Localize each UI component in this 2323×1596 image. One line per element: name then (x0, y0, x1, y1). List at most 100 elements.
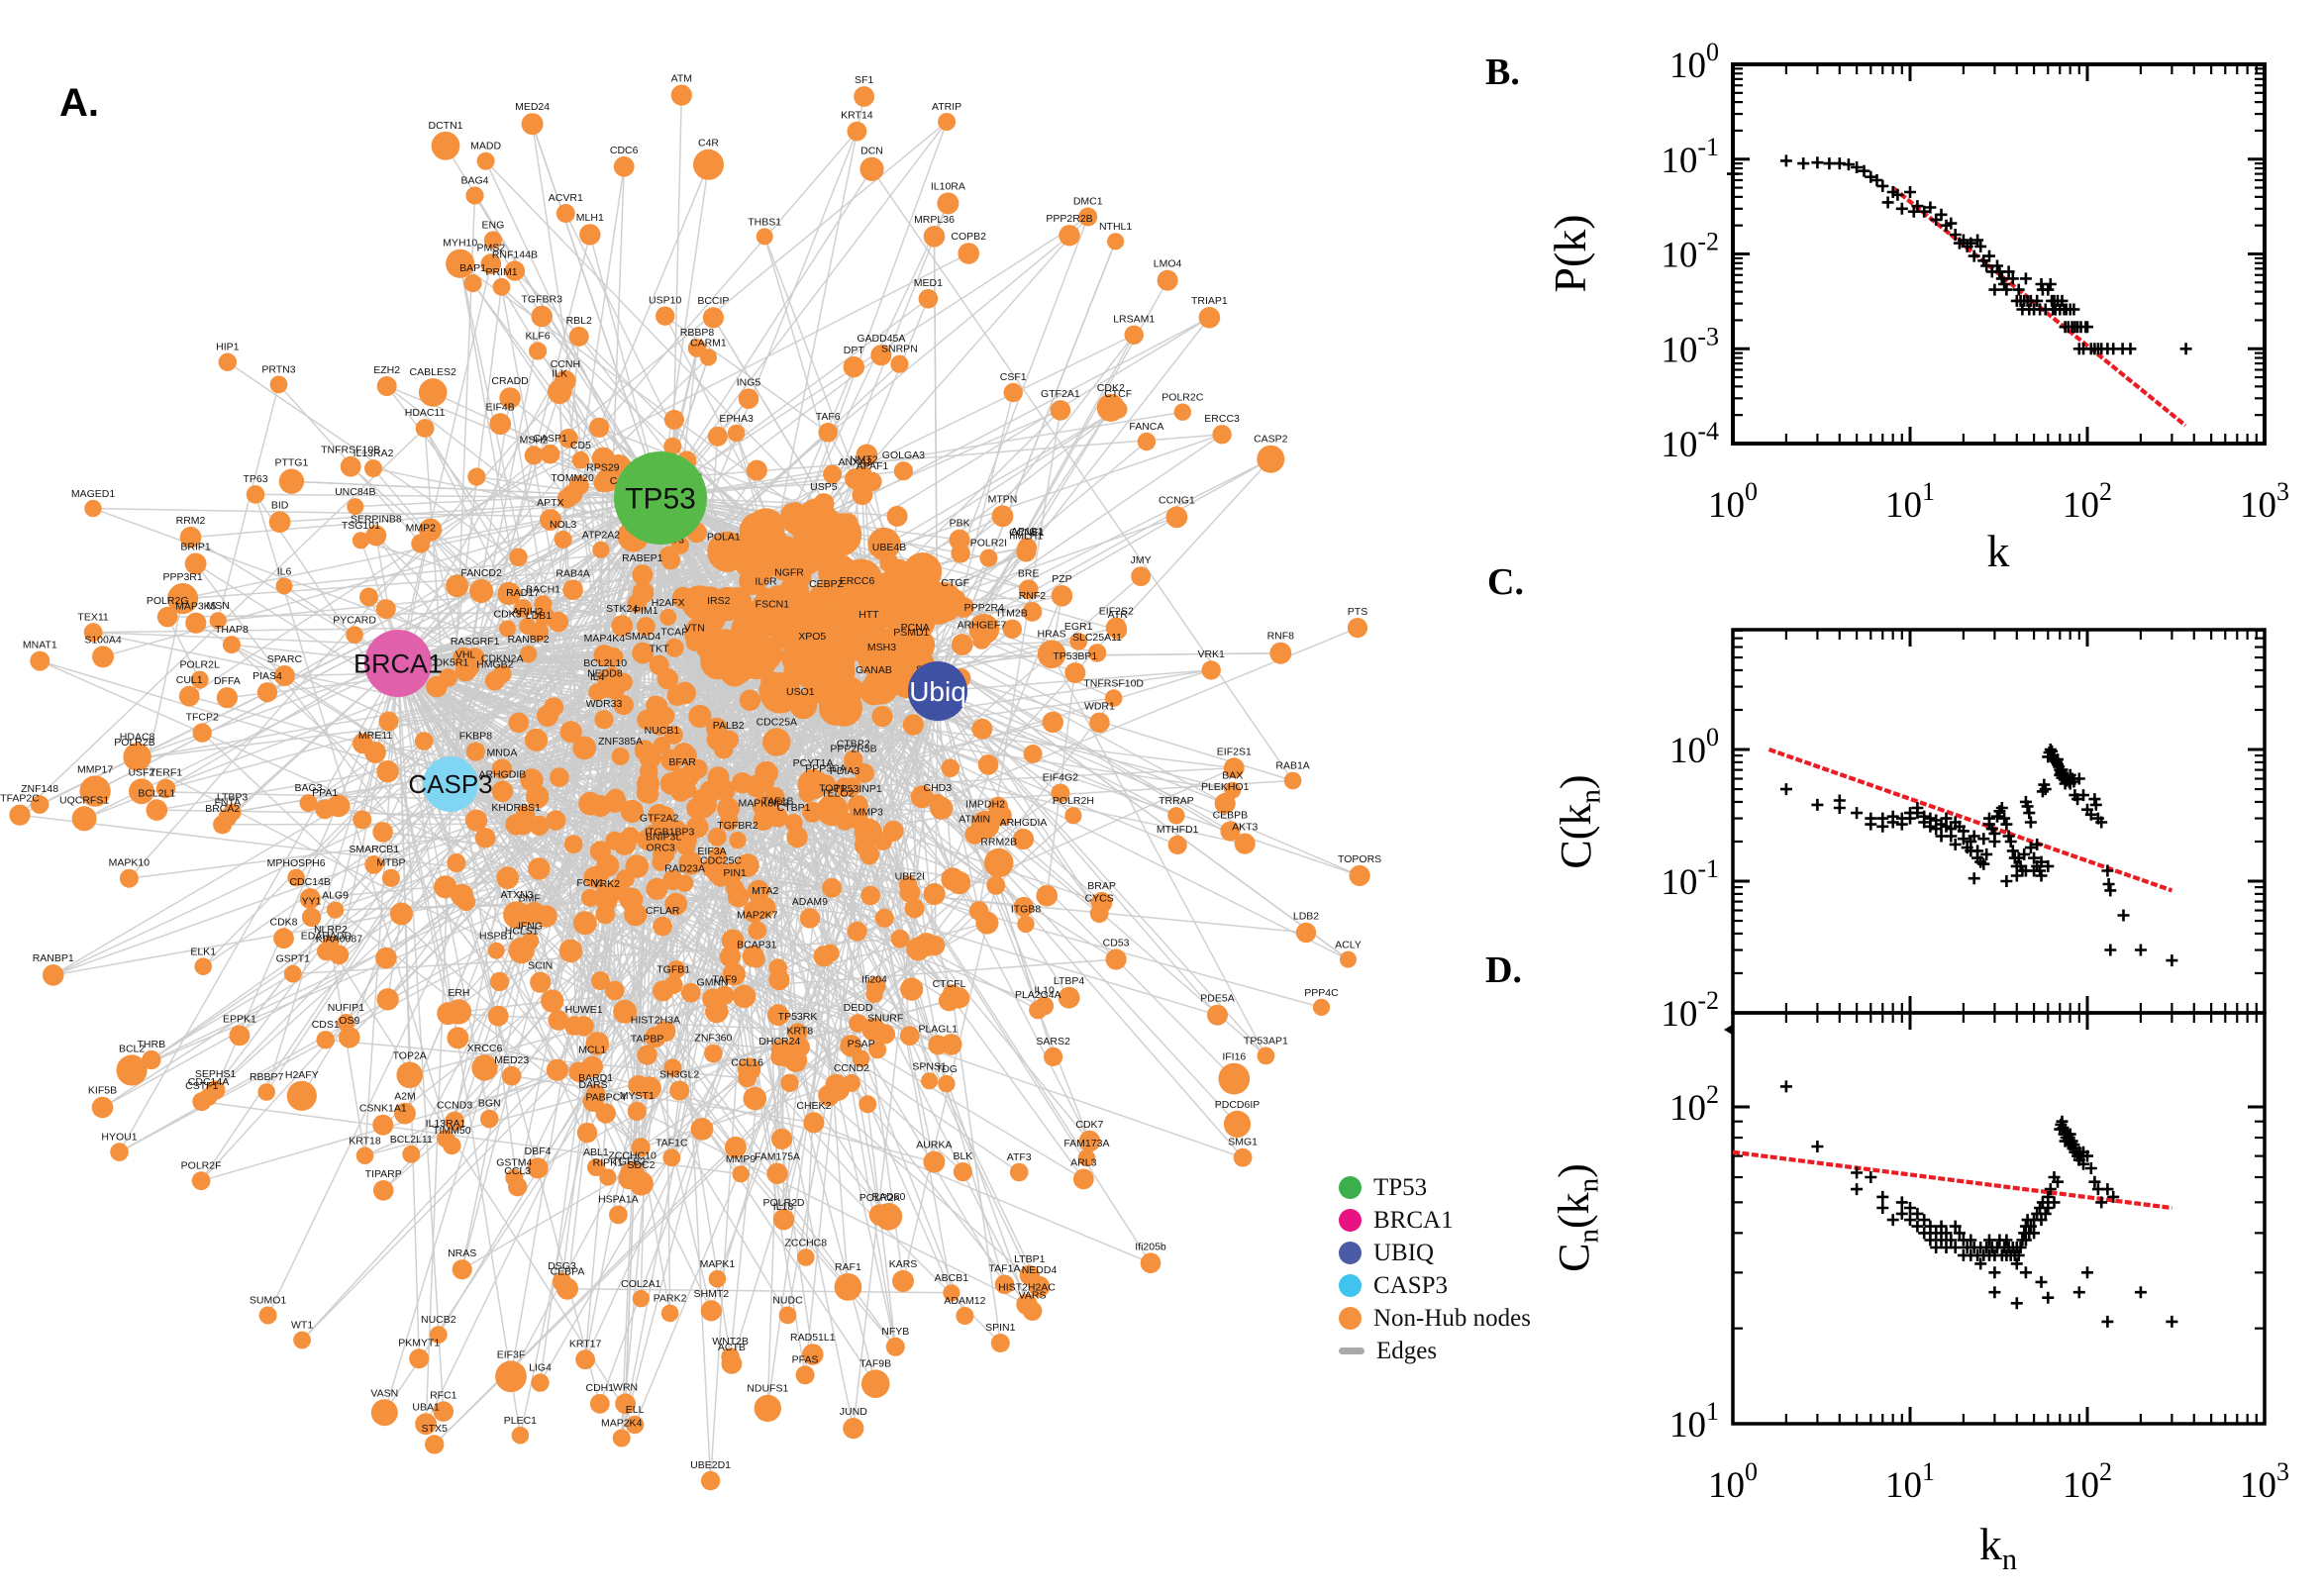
network-node (852, 484, 873, 506)
network-nodes (9, 84, 1370, 1491)
gene-label: PPP2R4 (964, 602, 1004, 614)
gene-label: TNFRSF10D (1083, 677, 1144, 689)
gene-label: MAP2K4 (601, 1418, 643, 1430)
network-node (527, 1157, 549, 1179)
network-node (116, 1054, 148, 1086)
network-node (256, 682, 278, 703)
gene-label: LIG4 (529, 1361, 552, 1373)
network-node (524, 446, 544, 465)
network-node (1069, 633, 1088, 650)
network-node (275, 577, 293, 595)
network-node (528, 857, 551, 880)
gene-label: TOP1 (819, 782, 846, 794)
network-node (378, 711, 399, 732)
network-node (1340, 950, 1357, 968)
gene-label: EDARADD (301, 930, 353, 942)
network-node (732, 772, 754, 794)
network-node (556, 204, 575, 223)
legend-item-label: Edges (1376, 1337, 1438, 1364)
gene-label: CSF1 (1000, 371, 1027, 383)
gene-label: BAX (1222, 770, 1243, 782)
network-node (504, 260, 526, 281)
gene-label: PPP3R1 (162, 571, 202, 583)
network-node (795, 1365, 815, 1385)
gene-label: ILK (552, 368, 567, 380)
network-node (293, 1331, 311, 1349)
gene-label: BGN (478, 1098, 501, 1110)
gene-label: A2M (394, 1091, 416, 1103)
network-node (446, 574, 469, 598)
network-node (372, 822, 393, 843)
network-node (991, 505, 1014, 528)
network-node (599, 1168, 617, 1186)
gene-label: PTTG1 (274, 457, 308, 469)
network-node (353, 810, 372, 830)
network-node (774, 1212, 792, 1230)
legend-item: BRCA1 (1339, 1204, 1531, 1237)
network-node (583, 865, 606, 889)
gene-label: NEDD4 (1022, 1264, 1058, 1276)
network-node (1198, 307, 1221, 329)
network-node (1212, 425, 1232, 445)
network-node (699, 349, 718, 366)
gene-label: SCIN (528, 960, 553, 972)
gene-label: DHCR24 (758, 1036, 800, 1047)
network-node (653, 916, 672, 937)
gene-label: CEBPZ (809, 578, 845, 590)
network-node (1167, 807, 1185, 825)
network-node (437, 1130, 455, 1148)
gene-label: KHDRBS1 (491, 802, 541, 814)
gene-label: POLR2G (147, 595, 189, 607)
gene-label: GSPT1 (276, 953, 311, 965)
network-node (613, 155, 635, 177)
network-node (846, 600, 885, 639)
network-node (381, 868, 400, 887)
network-node (1104, 689, 1123, 707)
gene-label: DPT (844, 345, 865, 356)
network-node (732, 1165, 750, 1183)
network-node (218, 352, 237, 371)
network-node (585, 1032, 610, 1055)
network-node (921, 1072, 939, 1090)
network-node (258, 1306, 277, 1325)
network-node (813, 946, 835, 967)
gene-label: COL2A1 (621, 1278, 660, 1290)
network-node (663, 437, 682, 455)
network-node (1029, 1000, 1048, 1020)
gene-label: MTA2 (752, 885, 778, 897)
network-node (471, 1054, 498, 1081)
network-node (402, 1145, 421, 1163)
gene-label: RAD23A (664, 863, 705, 875)
gene-label: PFAS (792, 1353, 819, 1365)
network-node (648, 804, 670, 827)
network-node (971, 718, 993, 740)
network-node (299, 794, 318, 813)
gene-label: RASGRF1 (451, 636, 500, 648)
network-node (1105, 617, 1127, 639)
network-node (1022, 602, 1043, 622)
network-node (676, 837, 696, 856)
gene-label: EIF3F (497, 1348, 526, 1360)
gene-label: HCLS1 (505, 926, 539, 938)
network-node (855, 763, 874, 783)
network-node (890, 929, 910, 948)
gene-label: TP53INP1 (834, 783, 882, 795)
network-node (579, 224, 601, 246)
network-node (499, 620, 516, 638)
gene-label: PLAGL1 (918, 1023, 958, 1035)
gene-label: BNIP3L (646, 832, 681, 844)
gene-label: SLC25A11 (1072, 632, 1122, 644)
gene-label: HUWE1 (565, 1004, 603, 1016)
gene-label: SPIN1 (985, 1322, 1016, 1334)
gene-label: FSCN1 (756, 598, 790, 610)
gene-label: ANXA3 (838, 456, 872, 468)
network-node (923, 882, 946, 906)
gene-label: HMGB2 (476, 659, 514, 671)
network-node (257, 1083, 276, 1101)
gene-label: FKBP8 (459, 731, 492, 743)
network-node (223, 803, 242, 822)
network-node (930, 796, 954, 820)
network-node (605, 831, 624, 850)
network-node (529, 815, 550, 837)
network-node (419, 518, 443, 542)
